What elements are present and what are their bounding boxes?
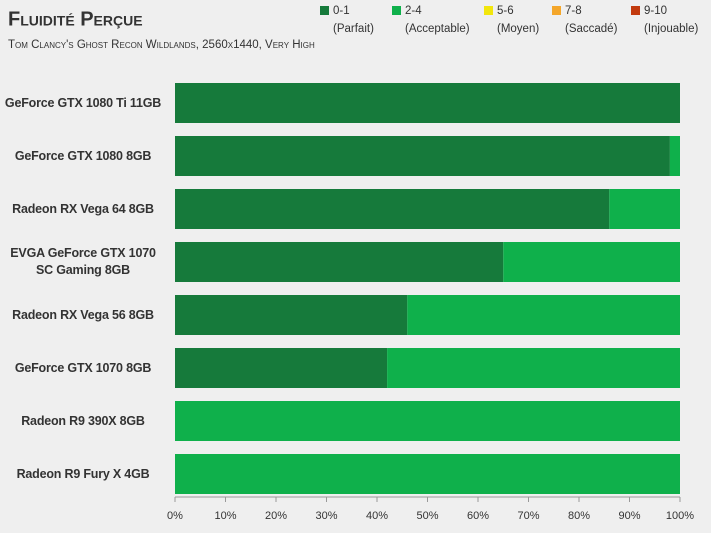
legend-label: 7-8 <box>565 5 582 17</box>
legend-swatch <box>552 6 561 15</box>
y-tick-label: Radeon RX Vega 56 8GB <box>12 307 154 322</box>
legend-label: 5-6 <box>497 5 514 17</box>
bar-segment <box>407 295 680 335</box>
legend-description: (Parfait) <box>333 23 374 35</box>
x-tick-label: 20% <box>265 510 287 522</box>
y-tick-label: Radeon R9 Fury X 4GB <box>16 466 150 481</box>
y-tick-label: Radeon RX Vega 64 8GB <box>12 201 154 216</box>
y-tick-label: GeForce GTX 1070 8GB <box>14 360 152 375</box>
y-tick-label: GeForce GTX 1080 8GB <box>14 148 152 163</box>
legend-description: (Saccadé) <box>565 23 618 35</box>
legend-swatch <box>392 6 401 15</box>
bar-segment <box>175 242 504 282</box>
bar-segment <box>175 401 680 441</box>
bar-segment <box>175 83 680 123</box>
chart-subtitle: Tom Clancy's Ghost Recon Wildlands, 2560… <box>8 39 315 51</box>
x-tick-label: 40% <box>366 510 388 522</box>
x-tick-label: 0% <box>167 510 183 522</box>
legend-description: (Acceptable) <box>405 23 470 35</box>
x-tick-label: 50% <box>416 510 438 522</box>
x-tick-label: 10% <box>214 510 236 522</box>
legend-swatch <box>631 6 640 15</box>
y-tick-label: Radeon R9 390X 8GB <box>21 413 145 428</box>
bar-segment <box>387 348 680 388</box>
x-tick-label: 80% <box>568 510 590 522</box>
legend-label: 0-1 <box>333 5 350 17</box>
x-tick-label: 90% <box>618 510 640 522</box>
x-tick-label: 60% <box>467 510 489 522</box>
bar-segment <box>669 136 680 176</box>
legend-description: (Moyen) <box>497 23 539 35</box>
bar-segment <box>609 189 680 229</box>
bar-segment <box>175 136 670 176</box>
bar-segment <box>175 189 610 229</box>
legend-swatch <box>484 6 493 15</box>
x-tick-label: 30% <box>315 510 337 522</box>
chart-title: Fluidité Perçue <box>8 8 143 30</box>
bar-segment <box>175 454 680 494</box>
x-tick-label: 70% <box>517 510 539 522</box>
bar-segment <box>175 348 388 388</box>
legend-label: 9-10 <box>644 5 667 17</box>
bar-segment <box>503 242 680 282</box>
y-tick-label: GeForce GTX 1080 Ti 11GB <box>4 95 162 110</box>
x-tick-label: 100% <box>666 510 694 522</box>
bar-segment <box>175 295 408 335</box>
legend-label: 2-4 <box>405 5 422 17</box>
legend-description: (Injouable) <box>644 23 699 35</box>
legend-swatch <box>320 6 329 15</box>
y-tick-label: EVGA GeForce GTX 1070 SC Gaming 8GB <box>10 246 156 277</box>
